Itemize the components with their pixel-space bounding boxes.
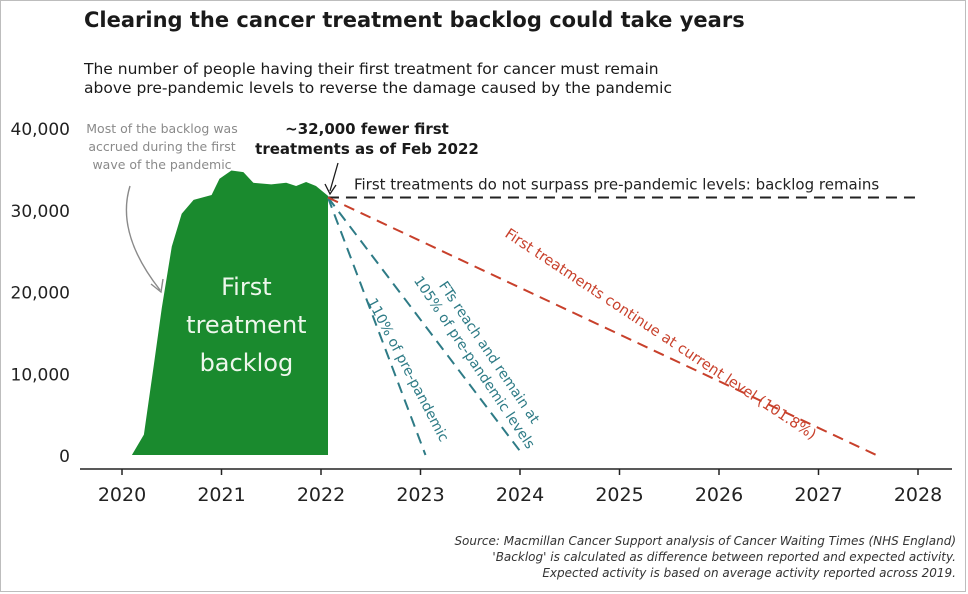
x-tick-label: 2020 [98, 484, 146, 506]
x-tick-label: 2026 [695, 484, 743, 506]
source-line: Source: Macmillan Cancer Support analysi… [454, 534, 956, 548]
backlog-note: Most of the backlog was [86, 121, 237, 136]
source-line: 'Backlog' is calculated as difference be… [492, 550, 956, 564]
series-label-red: First treatments continue at current lev… [502, 226, 819, 443]
projection-line-3 [327, 196, 877, 456]
subtitle-line: above pre-pandemic levels to reverse the… [84, 79, 672, 97]
backlog-note: accrued during the first [88, 139, 235, 154]
series-label-red-line: First treatments continue at current lev… [502, 226, 819, 443]
y-tick-label: 40,000 [11, 120, 70, 140]
source-line: Expected activity is based on average ac… [542, 566, 956, 580]
chart-title: Clearing the cancer treatment backlog co… [84, 8, 745, 32]
y-tick-label: 10,000 [11, 365, 70, 385]
callout-text: ~32,000 fewer first [285, 120, 449, 138]
x-tick-label: 2023 [396, 484, 444, 506]
source-note: Source: Macmillan Cancer Support analysi… [454, 533, 956, 581]
subtitle-line: The number of people having their first … [84, 60, 659, 78]
y-tick-label: 0 [59, 447, 70, 467]
callout-arrowhead [324, 183, 337, 196]
backlog-area [131, 170, 328, 455]
x-tick-label: 2021 [197, 484, 245, 506]
backlog-note-arrowhead [150, 278, 164, 294]
x-tick-label: 2028 [894, 484, 942, 506]
backlog-label: backlog [200, 349, 294, 377]
y-tick-label: 20,000 [11, 284, 70, 304]
x-tick-label: 2024 [496, 484, 544, 506]
series-label-105-line: FTs reach and remain at [435, 279, 542, 427]
backlog-label: treatment [186, 311, 306, 339]
x-tick-label: 2025 [595, 484, 643, 506]
x-tick-label: 2027 [794, 484, 842, 506]
callout-text: treatments as of Feb 2022 [255, 140, 479, 158]
backlog-note: wave of the pandemic [92, 157, 231, 172]
projection-line-1 [327, 197, 427, 456]
y-tick-label: 30,000 [11, 202, 70, 222]
backlog-note-arrow [125, 185, 161, 291]
series-label-flat: First treatments do not surpass pre-pand… [354, 175, 879, 193]
chart-subtitle: The number of people having their first … [84, 60, 944, 98]
backlog-label: First [221, 273, 272, 301]
callout-arrow [329, 162, 339, 192]
x-tick-label: 2022 [297, 484, 345, 506]
